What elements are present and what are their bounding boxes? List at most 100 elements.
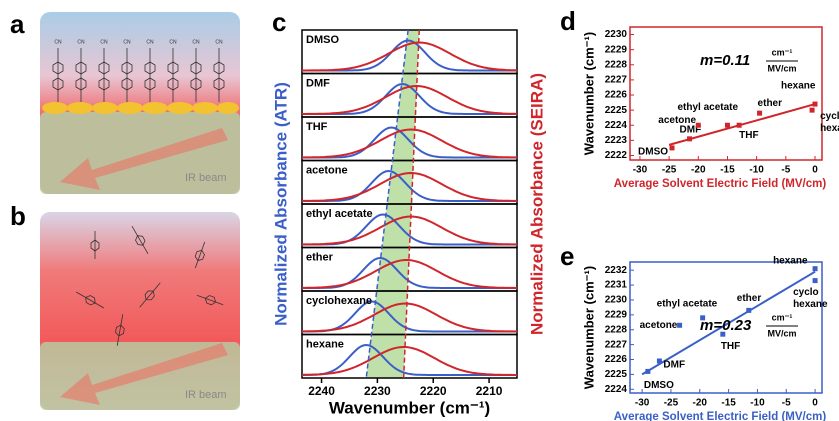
x-tick-label: -5 — [781, 165, 790, 176]
slope: m=0.11 — [700, 52, 750, 69]
point-label: ethyl acetate — [677, 102, 738, 113]
x-tick-label: 2220 — [420, 384, 447, 398]
point — [720, 331, 726, 337]
schematic-b: b IR beam — [10, 201, 240, 410]
molecules: CN CN CN CN CN CN CN CN — [52, 39, 225, 102]
point-label: hexane — [793, 299, 828, 310]
x-tick-label: -5 — [782, 398, 791, 409]
point — [687, 136, 693, 142]
slope-unit: cm⁻¹ — [772, 47, 793, 57]
y-tick-label: 2227 — [605, 339, 628, 350]
x-tick-label: -20 — [693, 398, 708, 409]
solvent-label: DMF — [306, 77, 330, 89]
y-tick-label: 2225 — [605, 369, 628, 380]
x-axis-label: Average Solvent Electric Field (MV/cm) — [614, 411, 827, 421]
ring — [167, 61, 179, 75]
x-tick-label: -10 — [750, 398, 765, 409]
y-axis-label: Wavenumber (cm⁻¹) — [581, 266, 596, 389]
point-label: DMF — [680, 124, 702, 135]
x-tick-label: 0 — [812, 165, 818, 176]
point-label: acetone — [640, 320, 678, 331]
point — [645, 368, 651, 374]
spectrum — [302, 126, 517, 159]
y-axis-label: Normalized Absorbance (ATR) — [271, 82, 290, 326]
ring — [121, 77, 133, 91]
ring — [52, 61, 64, 75]
point-label: cyclo — [793, 287, 819, 298]
group-label: CN — [100, 39, 108, 45]
point-label: cyclo — [820, 111, 839, 122]
x-tick-label: -30 — [633, 165, 648, 176]
gold-film — [42, 102, 239, 114]
ring — [213, 61, 225, 75]
x-tick-label: -25 — [662, 165, 677, 176]
point — [812, 278, 818, 284]
shift-guide — [402, 29, 421, 379]
spectrum — [302, 41, 517, 72]
ring — [213, 77, 225, 91]
x-tick-label: -10 — [749, 165, 764, 176]
spectrum — [302, 300, 517, 333]
point-label: hexane — [820, 123, 839, 134]
slope: m=0.23 — [700, 317, 752, 334]
slope-unit: MV/cm — [767, 63, 796, 73]
fit-line — [668, 103, 816, 146]
point — [656, 358, 662, 364]
point-label: hexane — [781, 81, 816, 92]
y-tick-label: 2223 — [605, 135, 628, 146]
spectrum — [302, 256, 517, 289]
y-tick-label: 2231 — [605, 280, 628, 291]
y-tick-label: 2226 — [605, 90, 628, 101]
x-tick-label: -20 — [691, 165, 706, 176]
spectrum — [302, 84, 518, 115]
ring — [52, 77, 64, 91]
schematic-a: a CN CN CN CN CN CN CN CN IR beam — [10, 9, 240, 194]
y2-axis-label: Normalized Absorbance (SEIRA) — [527, 73, 546, 335]
point — [695, 122, 701, 128]
slope-unit: cm⁻¹ — [772, 312, 793, 322]
solvent-label: cyclohexane — [306, 295, 372, 307]
point-label: DMF — [663, 360, 685, 371]
point — [736, 122, 742, 128]
solvent-label: THF — [306, 121, 328, 133]
group-label: CN — [54, 39, 62, 45]
ring — [75, 61, 87, 75]
x-tick-label: 2240 — [308, 384, 335, 398]
panel-label: a — [10, 9, 25, 39]
point — [724, 122, 730, 128]
x-tick-label: -30 — [635, 398, 650, 409]
solvent-label: hexane — [306, 338, 344, 350]
group-label: CN — [77, 39, 85, 45]
panel-label: c — [272, 7, 286, 37]
point — [746, 307, 752, 313]
x-tick-label: 2230 — [364, 384, 391, 398]
x-tick-label: 2210 — [476, 384, 503, 398]
x-tick-label: -25 — [664, 398, 679, 409]
ir-arrow — [60, 128, 228, 190]
free-molecules — [75, 225, 224, 346]
shift-guide — [365, 29, 409, 379]
charts: c DMSO DMF THF acetone ethyl acetate ether cycl… — [271, 6, 839, 421]
row-frame — [301, 333, 518, 379]
panel-label: d — [560, 6, 576, 36]
spectrum — [302, 169, 517, 202]
point-label: acetone — [658, 115, 696, 126]
point — [812, 266, 818, 272]
slope-unit: MV/cm — [767, 328, 796, 338]
y-tick-label: 2230 — [605, 29, 628, 40]
point-label: THF — [739, 130, 758, 141]
point — [809, 107, 815, 113]
ring — [75, 77, 87, 91]
x-tick-label: -15 — [720, 165, 735, 176]
x-axis-label: Average Solvent Electric Field (MV/cm) — [614, 178, 827, 190]
spectrum — [302, 259, 518, 289]
spectrum — [302, 302, 518, 333]
spectrum — [301, 346, 517, 376]
x-tick-label: -15 — [721, 398, 736, 409]
ring — [167, 77, 179, 91]
point — [700, 315, 706, 321]
point-label: ethyl acetate — [657, 298, 718, 309]
x-axis-label: Wavenumber (cm⁻¹) — [329, 398, 490, 417]
ring — [98, 61, 110, 75]
